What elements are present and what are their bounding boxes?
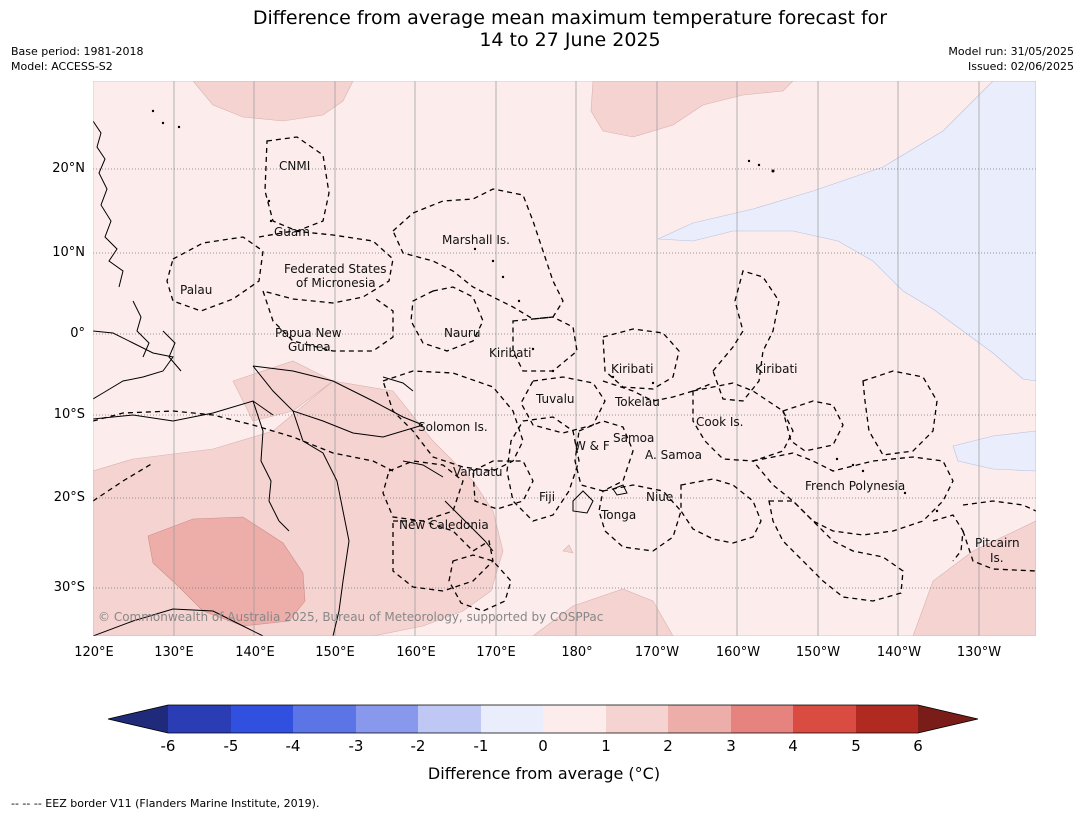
title-line-1: Difference from average mean maximum tem… — [252, 7, 888, 29]
colorbar-tick-5: 5 — [851, 737, 861, 755]
colorbar-tick-1: 1 — [601, 737, 611, 755]
label-palau: Palau — [180, 283, 212, 297]
colorbar-bin-neg2 — [418, 705, 481, 733]
lon-label-130w: 130°W — [956, 645, 1002, 660]
label-samoa: Samoa — [613, 431, 654, 445]
label-vanuatu: Vanuatu — [453, 465, 503, 479]
lon-label-140w: 140°W — [876, 645, 922, 660]
label-niue: Niue — [646, 490, 673, 504]
label-pitcairn-line1: Pitcairn — [975, 536, 1020, 550]
colorbar-bin-1 — [606, 705, 668, 733]
colorbar-tick-neg1: -1 — [473, 737, 489, 755]
lon-label-150w: 150°W — [795, 645, 841, 660]
lon-label-180: 180° — [561, 645, 593, 660]
colorbar-bin-4 — [793, 705, 856, 733]
colorbar-tick-neg3: -3 — [348, 737, 364, 755]
region-labels: CNMI Guam Marshall Is. Federated States … — [180, 159, 1020, 565]
label-solomon-is: Solomon Is. — [418, 420, 488, 434]
label-png-line1: Papua New — [275, 326, 342, 340]
colorbar-bin-3 — [731, 705, 793, 733]
lat-label-20s: 20°S — [53, 490, 85, 505]
chart-title: Difference from average mean maximum tem… — [0, 7, 1085, 51]
graticule — [173, 81, 980, 636]
label-pitcairn-line2: Is. — [990, 551, 1004, 565]
lon-label-150e: 150°E — [315, 645, 355, 660]
anomaly-neg1-0-areas — [657, 81, 1036, 472]
lat-label-20n: 20°N — [52, 161, 85, 176]
lon-label-160e: 160°E — [396, 645, 436, 660]
label-american-samoa: A. Samoa — [645, 448, 702, 462]
lon-label-160w: 160°W — [715, 645, 761, 660]
label-tonga: Tonga — [600, 508, 636, 522]
eez-footnote: -- -- -- EEZ border V11 (Flanders Marine… — [11, 797, 320, 810]
label-cnmi: CNMI — [279, 159, 310, 173]
meta-right: Model run: 31/05/2025 Issued: 02/06/2025 — [948, 44, 1074, 74]
label-kiribati-central: Kiribati — [611, 362, 653, 376]
colorbar-extend-low — [108, 705, 168, 733]
lon-label-120e: 120°E — [74, 645, 114, 660]
label-french-polynesia: French Polynesia — [805, 479, 905, 493]
lat-label-30s: 30°S — [53, 580, 85, 595]
lat-label-10s: 10°S — [53, 407, 85, 422]
lon-label-170e: 170°E — [476, 645, 516, 660]
label-wallis-futuna: W & F — [574, 439, 610, 453]
lon-label-140e: 140°E — [235, 645, 275, 660]
lat-label-0: 0° — [70, 326, 85, 341]
lon-label-170w: 170°W — [634, 645, 680, 660]
label-tuvalu: Tuvalu — [535, 392, 575, 406]
eez-borders — [93, 136, 1036, 612]
issued-date: Issued: 02/06/2025 — [967, 60, 1074, 73]
colorbar-bin-neg4 — [293, 705, 356, 733]
colorbar-outline — [107, 704, 979, 734]
label-nauru: Nauru — [444, 326, 480, 340]
colorbar-bin-5 — [856, 705, 918, 733]
label-guam: Guam — [274, 225, 310, 239]
copyright-notice: © Commonwealth of Australia 2025, Bureau… — [98, 610, 603, 624]
label-fsm-line1: Federated States — [284, 262, 386, 276]
label-fsm-line2: of Micronesia — [296, 276, 376, 290]
base-period: Base period: 1981-2018 — [11, 45, 144, 58]
meta-left: Base period: 1981-2018 Model: ACCESS-S2 — [11, 44, 143, 74]
label-marshall-is: Marshall Is. — [442, 233, 510, 247]
colorbar-tick-neg6: -6 — [160, 737, 176, 755]
model-name: Model: ACCESS-S2 — [11, 60, 113, 73]
colorbar-tick-neg2: -2 — [410, 737, 426, 755]
colorbar-bin-2 — [668, 705, 731, 733]
lat-label-10n: 10°N — [52, 245, 85, 260]
lon-label-130e: 130°E — [154, 645, 194, 660]
colorbar-tick-6: 6 — [913, 737, 923, 755]
colorbar-bin-neg1 — [481, 705, 543, 733]
colorbar-extend-high — [918, 705, 978, 733]
colorbar-tick-neg4: -4 — [285, 737, 301, 755]
label-tokelau: Tokelau — [614, 395, 660, 409]
label-fiji: Fiji — [539, 490, 555, 504]
label-cook-is: Cook Is. — [696, 415, 743, 429]
colorbar-title: Difference from average (°C) — [427, 764, 661, 783]
colorbar-bin-0 — [543, 705, 606, 733]
colorbar-tick-0: 0 — [538, 737, 548, 755]
model-run: Model run: 31/05/2025 — [948, 45, 1074, 58]
colorbar-tick-neg5: -5 — [223, 737, 239, 755]
colorbar-bin-neg5 — [231, 705, 293, 733]
map-panel: CNMI Guam Marshall Is. Federated States … — [93, 81, 1036, 636]
colorbar-tick-4: 4 — [788, 737, 798, 755]
label-new-caledonia: New Caledonia — [399, 518, 489, 532]
colorbar-tick-2: 2 — [663, 737, 673, 755]
label-kiribati-east: Kiribati — [755, 362, 797, 376]
colorbar — [107, 704, 979, 734]
title-line-2: 14 to 27 June 2025 — [479, 29, 661, 51]
latitude-lines — [93, 168, 1036, 589]
colorbar-bin-neg3 — [356, 705, 418, 733]
label-kiribati-west: Kiribati — [489, 346, 531, 360]
colorbar-bin-neg6 — [168, 705, 231, 733]
colorbar-tick-3: 3 — [726, 737, 736, 755]
label-png-line2: Guinea — [288, 340, 331, 354]
